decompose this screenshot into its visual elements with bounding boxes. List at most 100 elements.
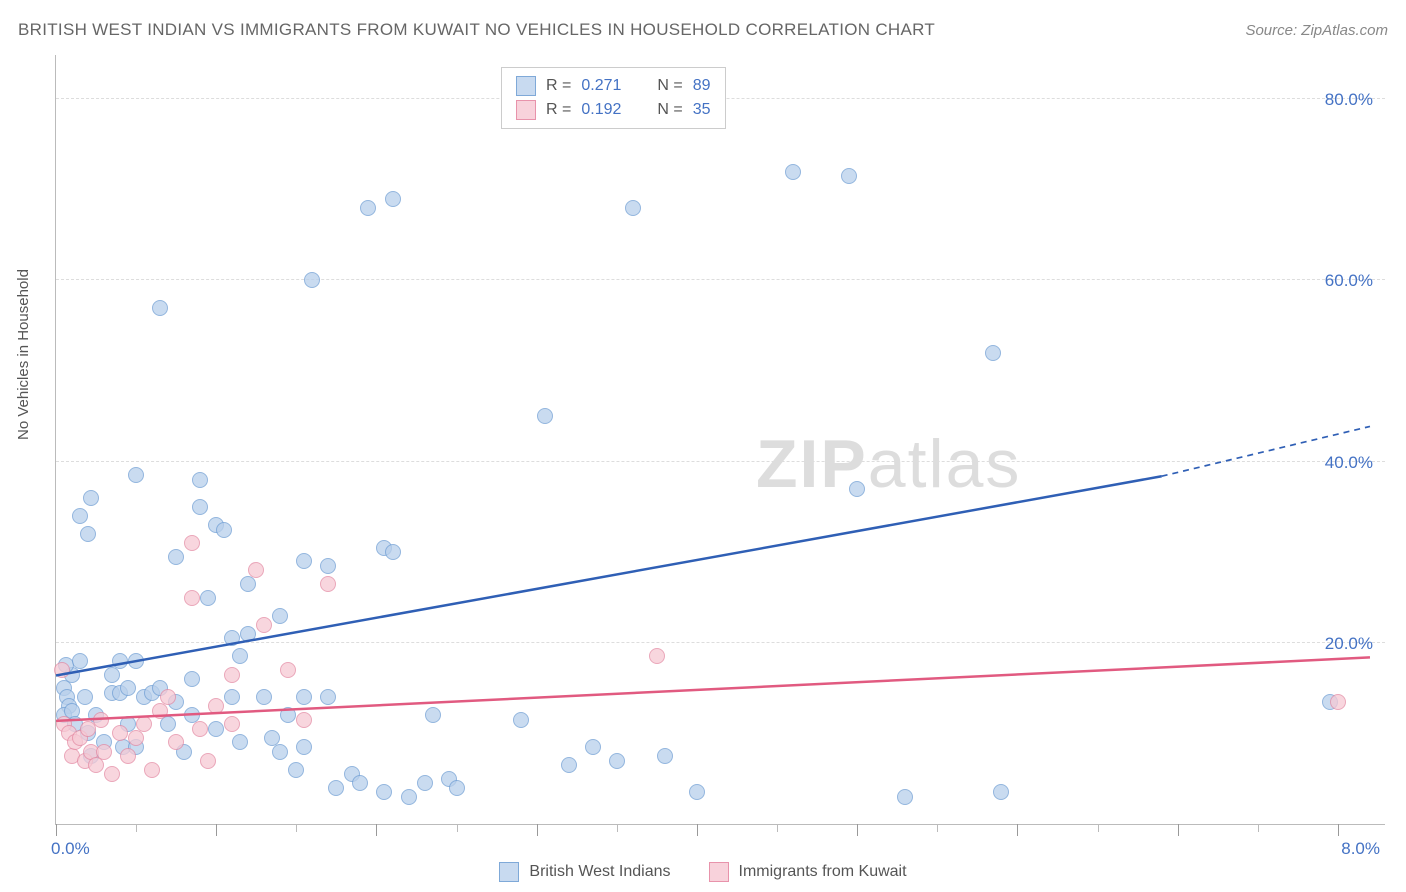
x-tick <box>56 824 57 836</box>
point-kuwait <box>144 762 160 778</box>
legend-swatch <box>499 862 519 882</box>
stat-n-label: N = <box>657 101 682 119</box>
x-tick-minor <box>457 824 458 832</box>
point-bwi <box>232 648 248 664</box>
gridline <box>56 279 1385 280</box>
point-bwi <box>128 653 144 669</box>
y-axis-label: No Vehicles in Household <box>15 269 32 440</box>
point-bwi <box>83 490 99 506</box>
gridline <box>56 642 1385 643</box>
series-legend-label: British West Indians <box>529 863 670 881</box>
point-bwi <box>232 734 248 750</box>
point-bwi <box>184 671 200 687</box>
point-bwi <box>585 739 601 755</box>
y-tick-label: 80.0% <box>1325 90 1373 110</box>
point-kuwait <box>152 703 168 719</box>
stat-r-value: 0.271 <box>581 77 621 95</box>
point-kuwait <box>184 590 200 606</box>
point-kuwait <box>93 712 109 728</box>
point-kuwait <box>54 662 70 678</box>
trend-lines <box>56 55 1386 825</box>
x-tick <box>216 824 217 836</box>
series-legend-label: Immigrants from Kuwait <box>739 863 907 881</box>
point-kuwait <box>96 744 112 760</box>
series-legend-item: Immigrants from Kuwait <box>709 862 907 882</box>
point-bwi <box>160 716 176 732</box>
point-bwi <box>272 744 288 760</box>
stat-n-label: N = <box>657 77 682 95</box>
watermark: ZIPatlas <box>756 425 1021 503</box>
point-bwi <box>841 168 857 184</box>
point-bwi <box>328 780 344 796</box>
point-kuwait <box>200 753 216 769</box>
point-bwi <box>152 300 168 316</box>
x-tick <box>1017 824 1018 836</box>
scatter-plot: 20.0%40.0%60.0%80.0%0.0%8.0%ZIPatlasR =0… <box>55 55 1385 825</box>
point-bwi <box>240 626 256 642</box>
x-tick-minor <box>937 824 938 832</box>
point-kuwait <box>256 617 272 633</box>
point-bwi <box>216 522 232 538</box>
stat-legend-row: R =0.271N =89 <box>516 74 711 98</box>
point-bwi <box>537 408 553 424</box>
point-bwi <box>625 200 641 216</box>
point-bwi <box>192 472 208 488</box>
point-kuwait <box>184 535 200 551</box>
point-bwi <box>272 608 288 624</box>
series-legend-item: British West Indians <box>499 862 670 882</box>
y-tick-label: 20.0% <box>1325 634 1373 654</box>
point-kuwait <box>104 766 120 782</box>
x-tick-minor <box>1098 824 1099 832</box>
series-legend: British West Indians Immigrants from Kuwa… <box>0 862 1406 882</box>
x-tick <box>857 824 858 836</box>
point-kuwait <box>120 748 136 764</box>
point-kuwait <box>136 716 152 732</box>
point-bwi <box>296 689 312 705</box>
point-kuwait <box>88 757 104 773</box>
x-tick-minor <box>296 824 297 832</box>
x-tick <box>537 824 538 836</box>
point-bwi <box>561 757 577 773</box>
point-kuwait <box>192 721 208 737</box>
x-axis-label-right: 8.0% <box>1341 839 1380 859</box>
x-tick-minor <box>136 824 137 832</box>
point-bwi <box>352 775 368 791</box>
point-bwi <box>77 689 93 705</box>
point-bwi <box>320 689 336 705</box>
x-tick <box>376 824 377 836</box>
point-kuwait <box>649 648 665 664</box>
point-bwi <box>304 272 320 288</box>
point-bwi <box>385 191 401 207</box>
point-kuwait <box>208 698 224 714</box>
point-bwi <box>360 200 376 216</box>
point-bwi <box>376 784 392 800</box>
y-tick-label: 40.0% <box>1325 453 1373 473</box>
point-bwi <box>256 689 272 705</box>
point-bwi <box>224 630 240 646</box>
point-kuwait <box>128 730 144 746</box>
point-kuwait <box>248 562 264 578</box>
x-tick-minor <box>777 824 778 832</box>
point-bwi <box>192 499 208 515</box>
point-bwi <box>425 707 441 723</box>
point-bwi <box>897 789 913 805</box>
chart-title: BRITISH WEST INDIAN VS IMMIGRANTS FROM K… <box>18 20 935 40</box>
stat-r-value: 0.192 <box>581 101 621 119</box>
point-kuwait <box>1330 694 1346 710</box>
point-bwi <box>72 508 88 524</box>
x-tick <box>1178 824 1179 836</box>
point-bwi <box>224 689 240 705</box>
point-bwi <box>104 667 120 683</box>
stat-n-value: 89 <box>693 77 711 95</box>
x-axis-label-left: 0.0% <box>51 839 90 859</box>
point-bwi <box>240 576 256 592</box>
point-kuwait <box>112 725 128 741</box>
point-bwi <box>128 467 144 483</box>
legend-swatch <box>516 100 536 120</box>
point-bwi <box>296 739 312 755</box>
point-kuwait <box>224 667 240 683</box>
point-bwi <box>385 544 401 560</box>
stat-n-value: 35 <box>693 101 711 119</box>
point-bwi <box>689 784 705 800</box>
point-bwi <box>993 784 1009 800</box>
